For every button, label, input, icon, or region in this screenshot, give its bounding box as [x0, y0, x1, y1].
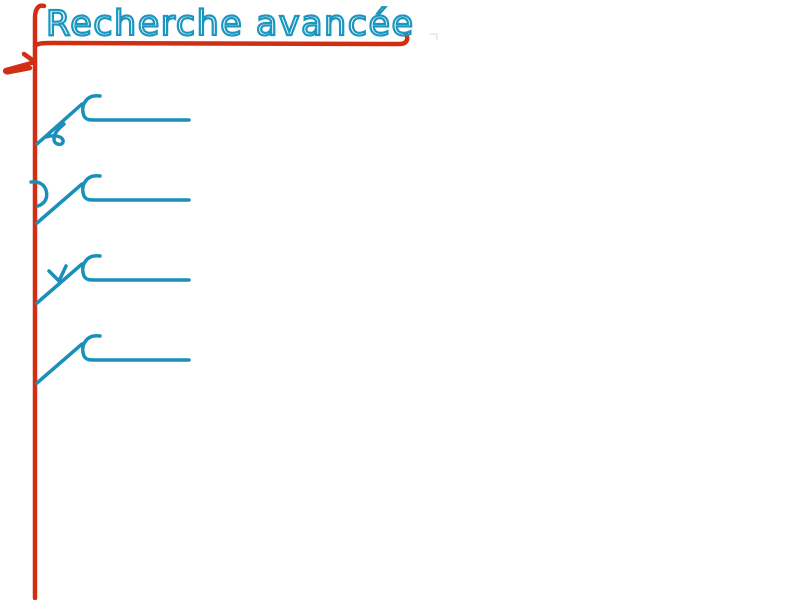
branch-4[interactable] — [35, 334, 191, 385]
branch-bracket — [81, 254, 191, 282]
title-underline — [32, 31, 410, 49]
hook-icon — [29, 180, 49, 208]
branch-connector — [35, 262, 84, 305]
tree-trunk — [32, 3, 47, 600]
branch-connector — [35, 342, 84, 385]
curl-icon — [44, 122, 66, 147]
check-icon — [47, 264, 68, 283]
branch-2[interactable] — [29, 174, 191, 225]
branch-3[interactable] — [35, 254, 191, 305]
branch-bracket — [81, 334, 191, 362]
trunk-arrowhead — [2, 51, 38, 75]
branch-1[interactable] — [35, 94, 191, 147]
branch-bracket — [81, 174, 191, 202]
branch-bracket — [81, 94, 191, 122]
branch-connector — [35, 182, 84, 225]
stray-mark — [430, 33, 438, 40]
page-title: Recherche avancée — [45, 3, 415, 45]
